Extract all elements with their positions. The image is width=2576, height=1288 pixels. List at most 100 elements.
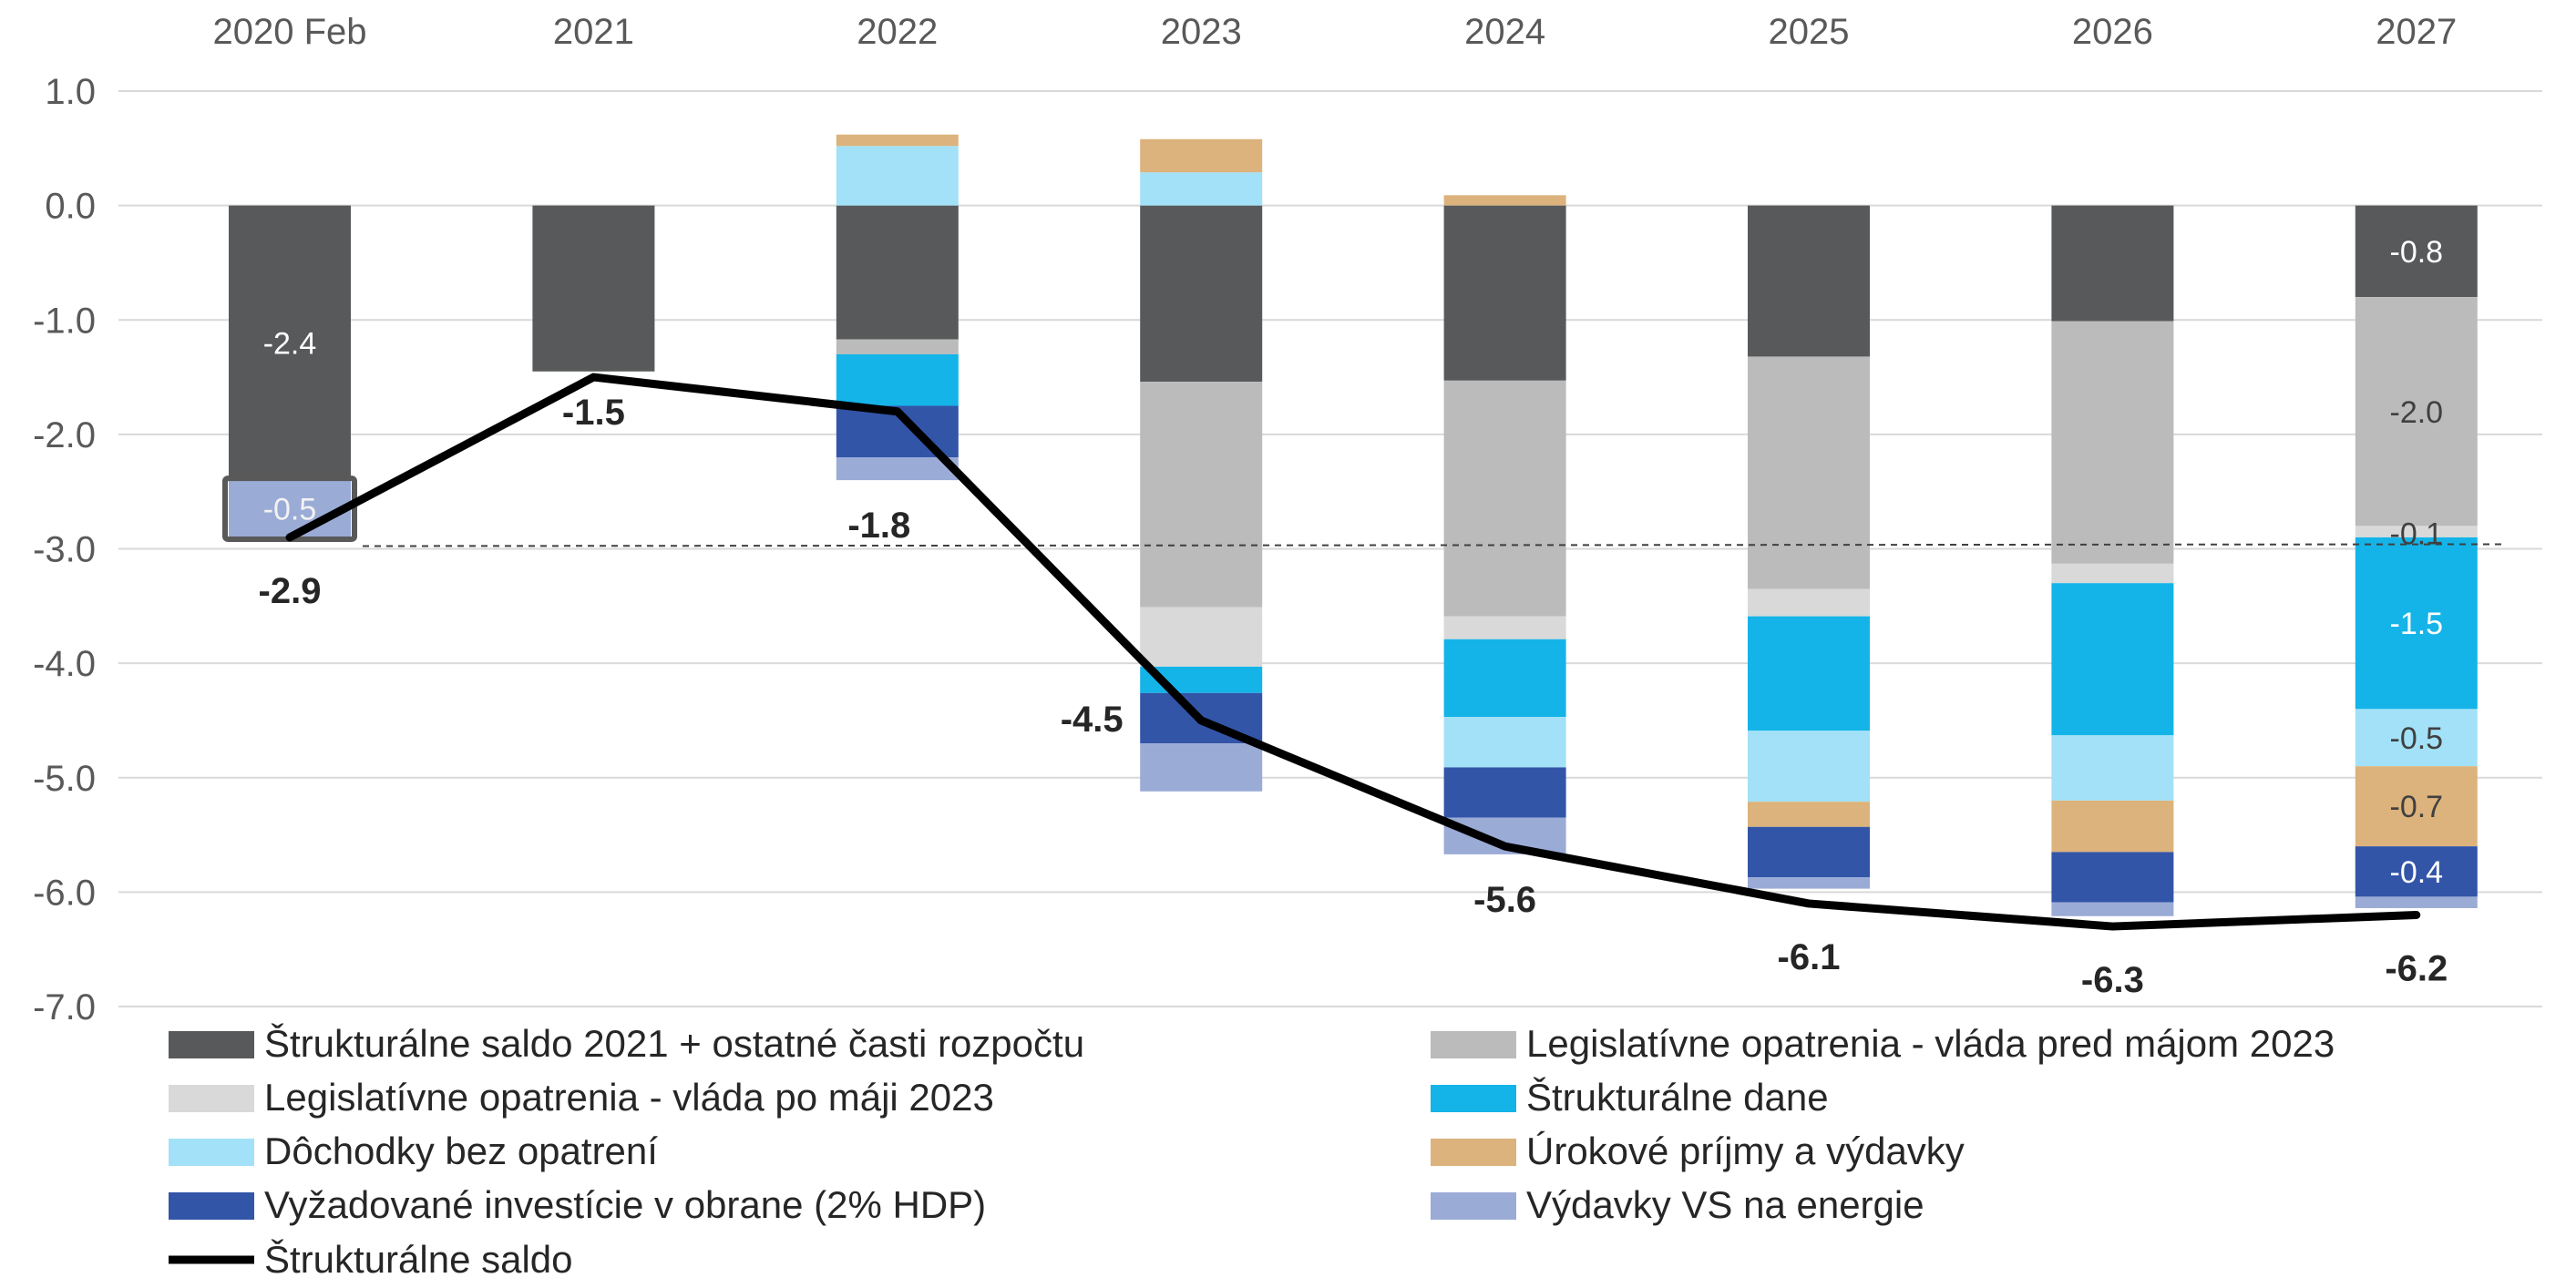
legend-swatch	[1431, 1192, 1516, 1220]
stacked-bars	[222, 134, 2478, 916]
line-data-label: -6.3	[2081, 960, 2144, 1000]
bar-segment	[1140, 382, 1263, 608]
bar-segment	[1443, 195, 1566, 206]
bar-segment	[2051, 852, 2174, 903]
bar-segment	[1443, 380, 1566, 617]
legend-label: Dôchodky bez opatrení	[264, 1130, 658, 1172]
segment-label: -0.5	[2390, 721, 2444, 756]
bar-segment	[2051, 321, 2174, 564]
bar-segment	[2355, 537, 2478, 710]
y-tick-label: -3.0	[33, 530, 96, 570]
reference-dashed-line	[362, 543, 2502, 547]
line-data-labels: -2.9 -1.5 -1.8 -4.5 -5.6 -6.1 -6.3 -6.2	[259, 393, 2448, 1000]
bar-segment	[1748, 588, 1870, 617]
bar-segment	[1748, 356, 1870, 589]
bar-segment	[2051, 583, 2174, 736]
legend-label: Štrukturálne saldo	[264, 1238, 573, 1281]
bar-segment	[1748, 877, 1870, 889]
line-data-label: -5.6	[1473, 880, 1536, 920]
line-data-label: -6.1	[1778, 937, 1841, 977]
segment-label: -0.5	[263, 493, 317, 527]
bar-segment	[2051, 563, 2174, 584]
x-category-label: 2025	[1769, 12, 1850, 52]
bar-segment	[2051, 902, 2174, 916]
segment-label: -0.7	[2390, 790, 2444, 824]
bar-segment	[2051, 205, 2174, 322]
reference-line	[362, 543, 2502, 547]
y-axis-tick-labels: 1.0 0.0 -1.0 -2.0 -3.0 -4.0 -5.0 -6.0 -7.0	[33, 72, 96, 1027]
segment-label: -0.1	[2390, 517, 2444, 552]
legend-swatch	[1431, 1085, 1516, 1112]
segment-label: -0.4	[2390, 855, 2444, 890]
x-category-label: 2027	[2376, 12, 2457, 52]
line-data-label: -1.5	[562, 393, 625, 433]
x-axis-category-labels: 2020 Feb 2021 2022 2023 2024 2025 2026 2027	[212, 12, 2457, 52]
legend-swatch	[169, 1192, 254, 1220]
legend-swatch	[1431, 1139, 1516, 1166]
bar-segment	[1748, 616, 1870, 731]
legend-label: Legislatívne opatrenia - vláda po máji 2…	[264, 1076, 994, 1119]
legend-label: Výdavky VS na energie	[1526, 1183, 1924, 1226]
bar-segment	[2355, 846, 2478, 897]
legend: Štrukturálne saldo 2021 + ostatné časti …	[169, 1022, 2335, 1281]
x-category-label: 2024	[1464, 12, 1545, 52]
bar-segment	[1443, 639, 1566, 718]
legend-label: Štrukturálne saldo 2021 + ostatné časti …	[264, 1022, 1084, 1065]
y-tick-label: -7.0	[33, 987, 96, 1027]
x-category-label: 2023	[1161, 12, 1242, 52]
legend-swatch	[1431, 1031, 1516, 1058]
bar-segment	[2355, 709, 2478, 767]
bar-segment	[1748, 826, 1870, 878]
bar-segment	[836, 134, 959, 147]
bar-segment	[1443, 717, 1566, 768]
line-data-label: -1.8	[847, 506, 910, 546]
bar-segment	[1140, 205, 1263, 383]
line-data-label: -2.9	[259, 571, 322, 611]
legend-swatch	[169, 1139, 254, 1166]
segment-label: -0.8	[2390, 235, 2444, 270]
bar-segment	[836, 353, 959, 406]
line-data-label: -4.5	[1061, 700, 1124, 740]
segment-label: -2.0	[2390, 395, 2444, 430]
y-tick-label: -4.0	[33, 644, 96, 684]
y-tick-label: -2.0	[33, 415, 96, 455]
segment-label: -1.5	[2390, 607, 2444, 641]
x-category-label: 2022	[857, 12, 938, 52]
y-tick-label: -1.0	[33, 301, 96, 341]
bar-segment	[229, 205, 351, 481]
bar-segment	[1748, 205, 1870, 357]
x-category-label: 2026	[2072, 12, 2153, 52]
legend-swatch	[169, 1031, 254, 1058]
segment-label: -2.4	[263, 326, 317, 361]
bar-segment	[2355, 526, 2478, 537]
bar-segment	[2355, 766, 2478, 847]
y-tick-label: -5.0	[33, 759, 96, 799]
bar-segment	[2355, 297, 2478, 526]
bar-segment	[1443, 616, 1566, 639]
bar-segment	[2051, 735, 2174, 801]
legend-label: Štrukturálne dane	[1526, 1076, 1829, 1119]
x-category-label: 2021	[553, 12, 634, 52]
line-series	[285, 373, 2421, 931]
bar-segment	[836, 146, 959, 206]
y-tick-label: 1.0	[45, 72, 96, 112]
y-tick-label: 0.0	[45, 187, 96, 227]
segment-labels: -2.4 -0.5 -0.8 -2.0 -0.1 -1.5 -0.5 -0.7 -0.4	[263, 235, 2443, 890]
legend-swatch	[169, 1085, 254, 1112]
bar-segment	[2051, 800, 2174, 853]
bar-segment	[2355, 205, 2478, 298]
bar-segment	[1140, 172, 1263, 206]
bar-segment	[2355, 896, 2478, 908]
gridlines	[118, 90, 2542, 1007]
bar-segment	[836, 205, 959, 340]
legend-label: Úrokové príjmy a výdavky	[1526, 1130, 1965, 1172]
bar-segment	[1443, 205, 1566, 381]
bar-segment	[1140, 607, 1263, 667]
bar-segment	[1140, 138, 1263, 173]
bar-segment	[1443, 767, 1566, 818]
bar-segment	[1140, 743, 1263, 792]
legend-label: Legislatívne opatrenia - vláda pred májo…	[1526, 1022, 2335, 1065]
bar-segment	[229, 480, 351, 537]
line-data-label: -6.2	[2385, 949, 2448, 989]
